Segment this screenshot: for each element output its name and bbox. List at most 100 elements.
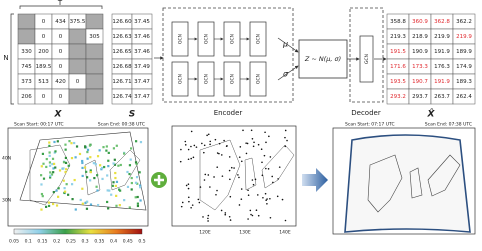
row-label: N (3, 54, 8, 62)
cell-text: 0 (42, 34, 46, 40)
radar-pixel (134, 161, 138, 164)
gauge-point (221, 175, 224, 177)
latent-label: Z ~ N(μ, σ) (304, 55, 341, 63)
radar-pixel (64, 148, 67, 151)
cell-text: 126.63 (112, 34, 132, 40)
radar-pixel (93, 176, 96, 180)
gauge-point (209, 140, 212, 143)
radar-pixel (52, 171, 55, 174)
radar-pixel (51, 157, 55, 160)
gauge-point (185, 184, 188, 187)
mu: μ (282, 40, 288, 49)
radar-pixel (115, 180, 119, 183)
gauge-point (228, 215, 231, 218)
radar-pixel (58, 169, 62, 172)
radar-pixel (40, 174, 43, 177)
scan-start: Scan Start: 07:17 UTC (345, 122, 395, 128)
radar-pixel (86, 148, 90, 151)
radar-pixel (47, 204, 51, 208)
radar-pixel (135, 162, 138, 165)
radar-pixel (113, 163, 117, 166)
radar-pixel (115, 194, 118, 197)
radar-pixel (51, 162, 54, 166)
radar-pixel (70, 156, 74, 160)
radar-pixel (81, 159, 84, 163)
gauge-point (179, 160, 182, 163)
radar-pixel (64, 156, 68, 160)
colorbar-label: 0.1 (25, 239, 32, 245)
radar-pixel (112, 162, 115, 165)
radar-pixel (83, 166, 87, 169)
radar-pixel (112, 181, 115, 184)
cell-text: 0 (59, 64, 63, 70)
gauge-point (240, 160, 243, 163)
gauge-point (199, 186, 202, 188)
cell (68, 28, 87, 45)
cell-text: 126.65 (112, 49, 132, 55)
radar-pixel (130, 147, 133, 150)
radar-pixel (40, 165, 43, 168)
gauge-point (271, 175, 274, 178)
gauge-point (190, 130, 193, 133)
cell-text: 126.71 (112, 79, 131, 85)
cell-text: 434 (55, 19, 66, 25)
radar-pixel (49, 174, 52, 177)
cell-text: 37.46 (134, 34, 150, 40)
radar-pixel (57, 195, 60, 198)
colorbar-label: 0.5 (138, 239, 145, 245)
gauge-point (252, 183, 255, 186)
gauge-point (245, 152, 248, 155)
radar-pixel (89, 171, 92, 174)
gauge-point (187, 187, 190, 190)
decoder-label: Decoder (351, 109, 381, 117)
radar-pixel (139, 140, 143, 144)
cell (68, 58, 87, 75)
radar-pixel (119, 163, 122, 167)
radar-pixel (64, 190, 67, 193)
radar-pixel (107, 165, 110, 168)
cell-text: 0 (59, 49, 63, 55)
radar-pixel (64, 161, 68, 165)
gauge-point (247, 189, 249, 192)
gauge-point (190, 157, 192, 160)
scan-end: Scan End: 07:38 UTC (425, 122, 472, 128)
gauge-point (206, 134, 208, 137)
gcn-label: GCN (230, 74, 236, 84)
radar-pixel (54, 150, 57, 153)
gauge-point (269, 197, 271, 200)
radar-pixel (71, 198, 74, 201)
radar-pixel (40, 208, 43, 211)
radar-pixel (86, 176, 89, 179)
gauge-point (195, 146, 198, 148)
lon-label: 140E (279, 230, 291, 236)
radar-pixel (136, 195, 139, 199)
cell-text: 200 (38, 49, 49, 55)
gauge-point (265, 167, 267, 170)
cell-text: 190.7 (412, 79, 428, 85)
radar-pixel (52, 202, 55, 206)
lat-label: 30N (2, 198, 11, 204)
latent-box (298, 39, 348, 79)
gauge-point (284, 129, 287, 132)
cell-text: 0 (42, 19, 46, 25)
radar-pixel (134, 181, 138, 184)
cell-text: 126.68 (112, 64, 132, 70)
matrix-name: S (129, 110, 135, 120)
cell-text: 190.9 (412, 49, 428, 55)
radar-pixel (50, 173, 54, 176)
radar-pixel (89, 156, 92, 159)
radar-pixel (45, 205, 48, 208)
radar-pixel (99, 164, 102, 167)
radar-pixel (45, 165, 48, 169)
cell-text: 191.9 (434, 49, 450, 55)
gauge-point (198, 201, 201, 204)
gauge-point (228, 156, 231, 158)
cell-text: 330 (21, 49, 32, 55)
gauge-point (265, 141, 267, 144)
radar-pixel (65, 183, 68, 186)
radar-pixel (85, 170, 88, 173)
cell-text: 293.2 (390, 94, 406, 100)
cell-text: 293.7 (412, 94, 428, 100)
gauge-point (286, 139, 288, 142)
gauge-point (240, 198, 243, 200)
